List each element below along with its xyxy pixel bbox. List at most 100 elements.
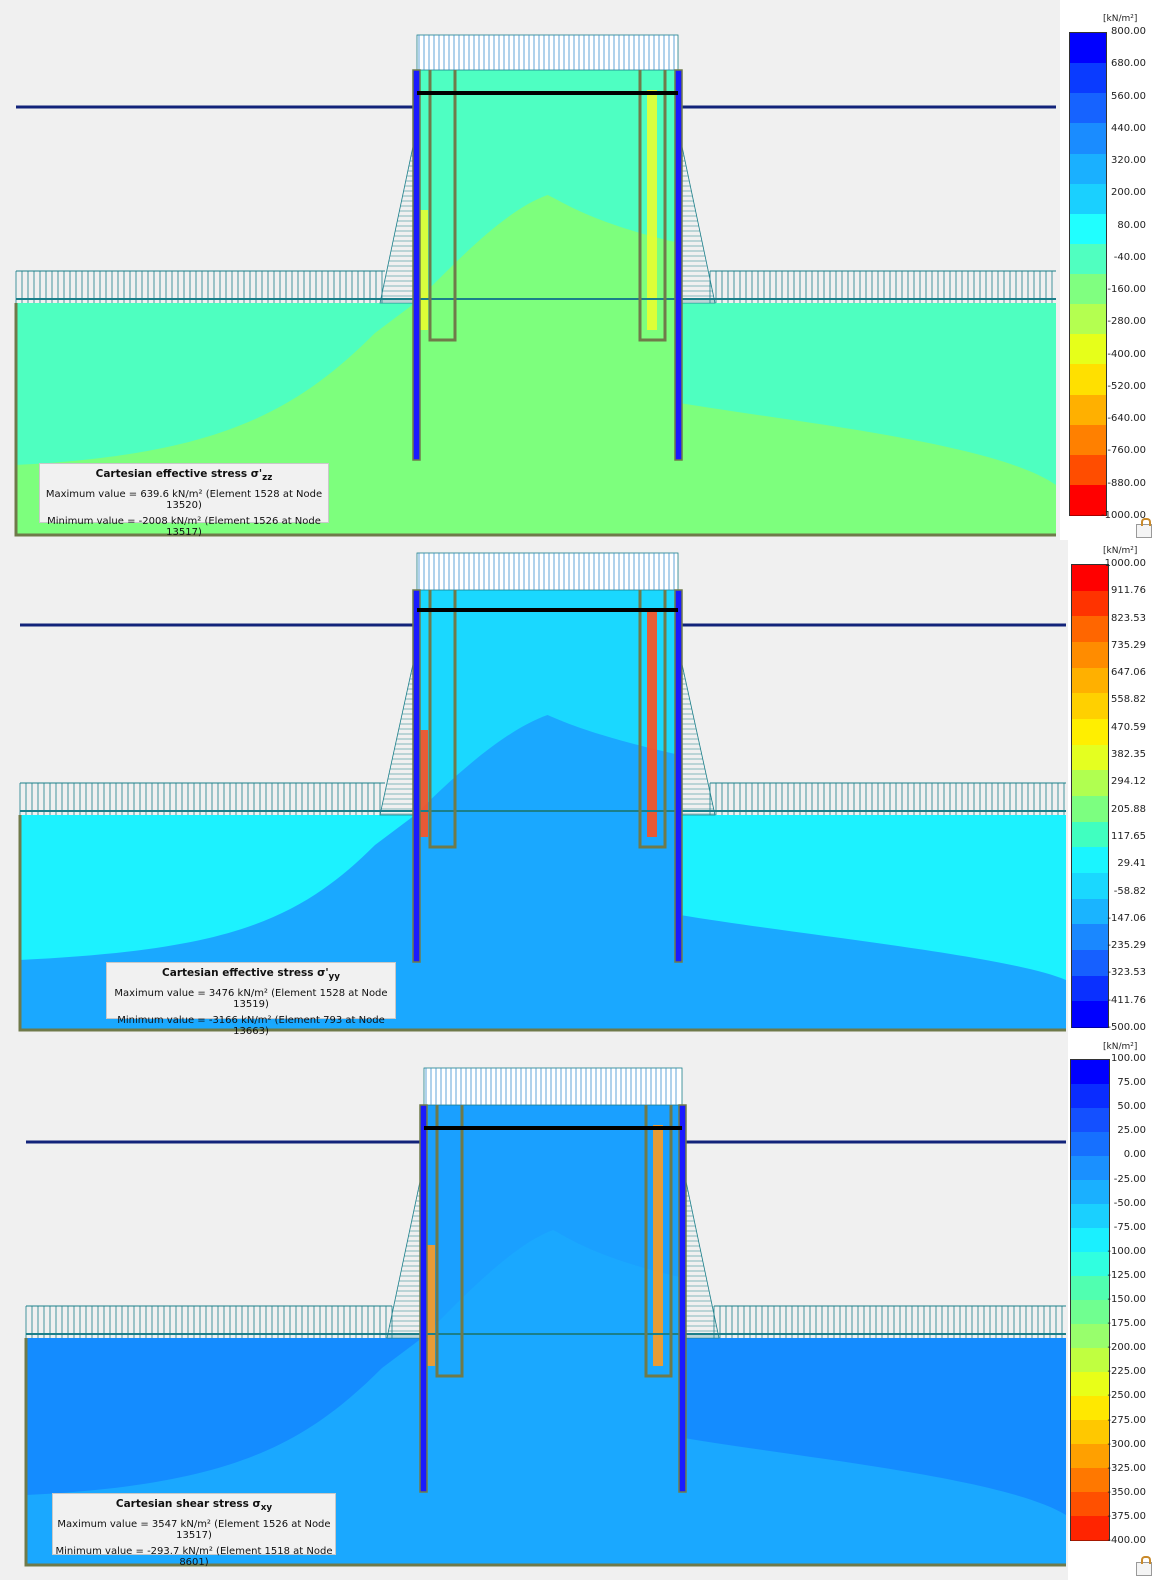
- scale-swatch: [1072, 872, 1108, 901]
- model-boundary: [24, 1338, 1066, 1567]
- scale-swatch: [1072, 718, 1108, 747]
- max-value-text: Maximum value = 639.6 kN/m² (Element 152…: [45, 489, 323, 512]
- color-legend: [kN/m²] 800.00 680.00 560.00 440.00 320.00 20…: [1066, 12, 1166, 540]
- legend-tick-label: 0.00: [1123, 1149, 1146, 1161]
- legend-tick-label: -400.00: [1107, 348, 1146, 360]
- scale-swatch: [1072, 641, 1108, 670]
- scale-swatch: [1071, 1300, 1109, 1326]
- legend-tick-label: 800.00: [1111, 26, 1146, 37]
- min-value-text: Minimum value = -3166 kN/m² (Element 793…: [117, 1015, 385, 1038]
- info-title: Cartesian effective stress σ'zz: [95, 468, 273, 484]
- legend-tick-label: 735.29: [1111, 639, 1146, 651]
- inner-wall-right: [644, 1105, 673, 1378]
- sheet-pile-left: [412, 69, 421, 461]
- soil-region-upper: [422, 1105, 684, 1338]
- legend-tick-label: -147.06: [1107, 912, 1146, 924]
- legend-tick-label: 205.88: [1111, 803, 1146, 815]
- legend-tick-label: 320.00: [1111, 155, 1146, 167]
- legend-tick-label: 29.41: [1117, 858, 1146, 870]
- top-load-box: [416, 552, 679, 591]
- legend-tick-label: 558.82: [1111, 694, 1146, 706]
- scale-swatch: [1072, 924, 1108, 952]
- legend-tick-label: 647.06: [1111, 667, 1146, 679]
- scale-swatch: [1070, 63, 1106, 95]
- scale-swatch: [1070, 183, 1106, 216]
- legend-tick-label: -175.00: [1107, 1318, 1146, 1330]
- legend-tick-label: -500.00: [1107, 1022, 1146, 1033]
- legend-tick-label: -25.00: [1113, 1173, 1146, 1185]
- scale-swatch: [1071, 1156, 1109, 1182]
- scale-swatch: [1070, 304, 1106, 336]
- legend-tick-label: -100.00: [1107, 1245, 1146, 1257]
- stress-concentration-left: [425, 1245, 435, 1366]
- scale-swatch: [1071, 1492, 1109, 1518]
- stress-concentration-left: [418, 210, 428, 330]
- legend-tick-label: -150.00: [1107, 1294, 1146, 1305]
- legend-tick-label: -1000.00: [1101, 510, 1146, 521]
- stress-contour-plot: [0, 0, 1060, 540]
- min-value-text: Minimum value = -2008 kN/m² (Element 152…: [47, 516, 321, 539]
- inner-wall-left: [428, 590, 457, 849]
- stress-contour-plot: [0, 540, 1068, 1040]
- model-boundary: [14, 303, 1056, 537]
- lock-icon[interactable]: [1136, 518, 1152, 538]
- legend-tick-label: 25.00: [1117, 1125, 1146, 1137]
- plot-panel-sxy: [kN/m²] 100.00 75.00 50.00 25.00 0.00 -25.00 -…: [0, 1040, 1167, 1580]
- legend-tick-label: 680.00: [1111, 58, 1146, 70]
- legend-tick-label: -520.00: [1107, 380, 1146, 392]
- result-info-box: Cartesian shear stress σxy Maximum value…: [52, 1493, 336, 1568]
- stress-concentration-left: [418, 730, 428, 837]
- scale-swatch: [1071, 1516, 1109, 1542]
- stress-concentration-right: [653, 1125, 663, 1366]
- scale-swatch: [1071, 1420, 1109, 1446]
- color-legend: [kN/m²] 1000.00 911.76 823.53 735.29 647.06 5…: [1066, 544, 1166, 1040]
- legend-unit: [kN/m²]: [1103, 546, 1138, 556]
- scale-swatch: [1071, 1108, 1109, 1134]
- legend-tick-label: 911.76: [1111, 585, 1146, 597]
- legend-tick-label: -75.00: [1113, 1221, 1146, 1233]
- plot-panel-szz: [kN/m²] 800.00 680.00 560.00 440.00 320.00 20…: [0, 0, 1167, 540]
- legend-tick-label: 100.00: [1111, 1053, 1146, 1064]
- scale-swatch: [1071, 1204, 1109, 1230]
- result-info-box: Cartesian effective stress σ'zz Maximum …: [39, 463, 329, 538]
- inner-wall-left: [428, 70, 457, 342]
- legend-tick-label: -200.00: [1107, 1342, 1146, 1354]
- legend-tick-label: 294.12: [1111, 776, 1146, 788]
- soil-region-upper: [415, 590, 680, 815]
- sheet-pile-right: [674, 589, 683, 963]
- color-scale-bar: [1071, 564, 1109, 1029]
- legend-unit: [kN/m²]: [1103, 14, 1138, 24]
- scale-swatch: [1072, 1001, 1108, 1029]
- plot-panel-syy: [kN/m²] 1000.00 911.76 823.53 735.29 647.06 5…: [0, 540, 1167, 1040]
- legend-tick-label: -760.00: [1107, 445, 1146, 457]
- legend-tick-label: -40.00: [1113, 251, 1146, 263]
- legend-tick-label: -280.00: [1107, 316, 1146, 328]
- scale-swatch: [1070, 213, 1106, 246]
- legend-tick-label: 200.00: [1111, 187, 1146, 199]
- legend-tick-label: -250.00: [1107, 1390, 1146, 1402]
- min-value-text: Minimum value = -293.7 kN/m² (Element 15…: [55, 1546, 333, 1569]
- stress-concentration-right: [647, 610, 657, 837]
- legend-tick-label: 1000.00: [1104, 558, 1146, 569]
- scale-swatch: [1071, 1468, 1109, 1494]
- scale-swatch: [1070, 454, 1106, 487]
- legend-tick-label: -125.00: [1107, 1269, 1146, 1281]
- legend-tick-label: -300.00: [1107, 1438, 1146, 1450]
- legend-unit: [kN/m²]: [1103, 1042, 1138, 1052]
- lock-icon[interactable]: [1136, 1556, 1152, 1576]
- sheet-pile-right: [678, 1104, 687, 1493]
- legend-tick-label: -640.00: [1107, 413, 1146, 425]
- legend-tick-label: 440.00: [1111, 122, 1146, 134]
- inner-wall-left: [435, 1105, 464, 1378]
- scale-swatch: [1071, 1396, 1109, 1422]
- legend-tick-label: -880.00: [1107, 477, 1146, 489]
- legend-tick-label: -350.00: [1107, 1486, 1146, 1498]
- inner-wall-right: [638, 70, 667, 342]
- scale-swatch: [1072, 565, 1108, 593]
- max-value-text: Maximum value = 3476 kN/m² (Element 1528…: [114, 988, 388, 1011]
- legend-tick-label: -323.53: [1107, 967, 1146, 979]
- legend-tick-label: 470.59: [1111, 721, 1146, 733]
- inner-wall-right: [638, 590, 667, 849]
- sheet-pile-right: [674, 69, 683, 461]
- scale-swatch: [1072, 693, 1108, 721]
